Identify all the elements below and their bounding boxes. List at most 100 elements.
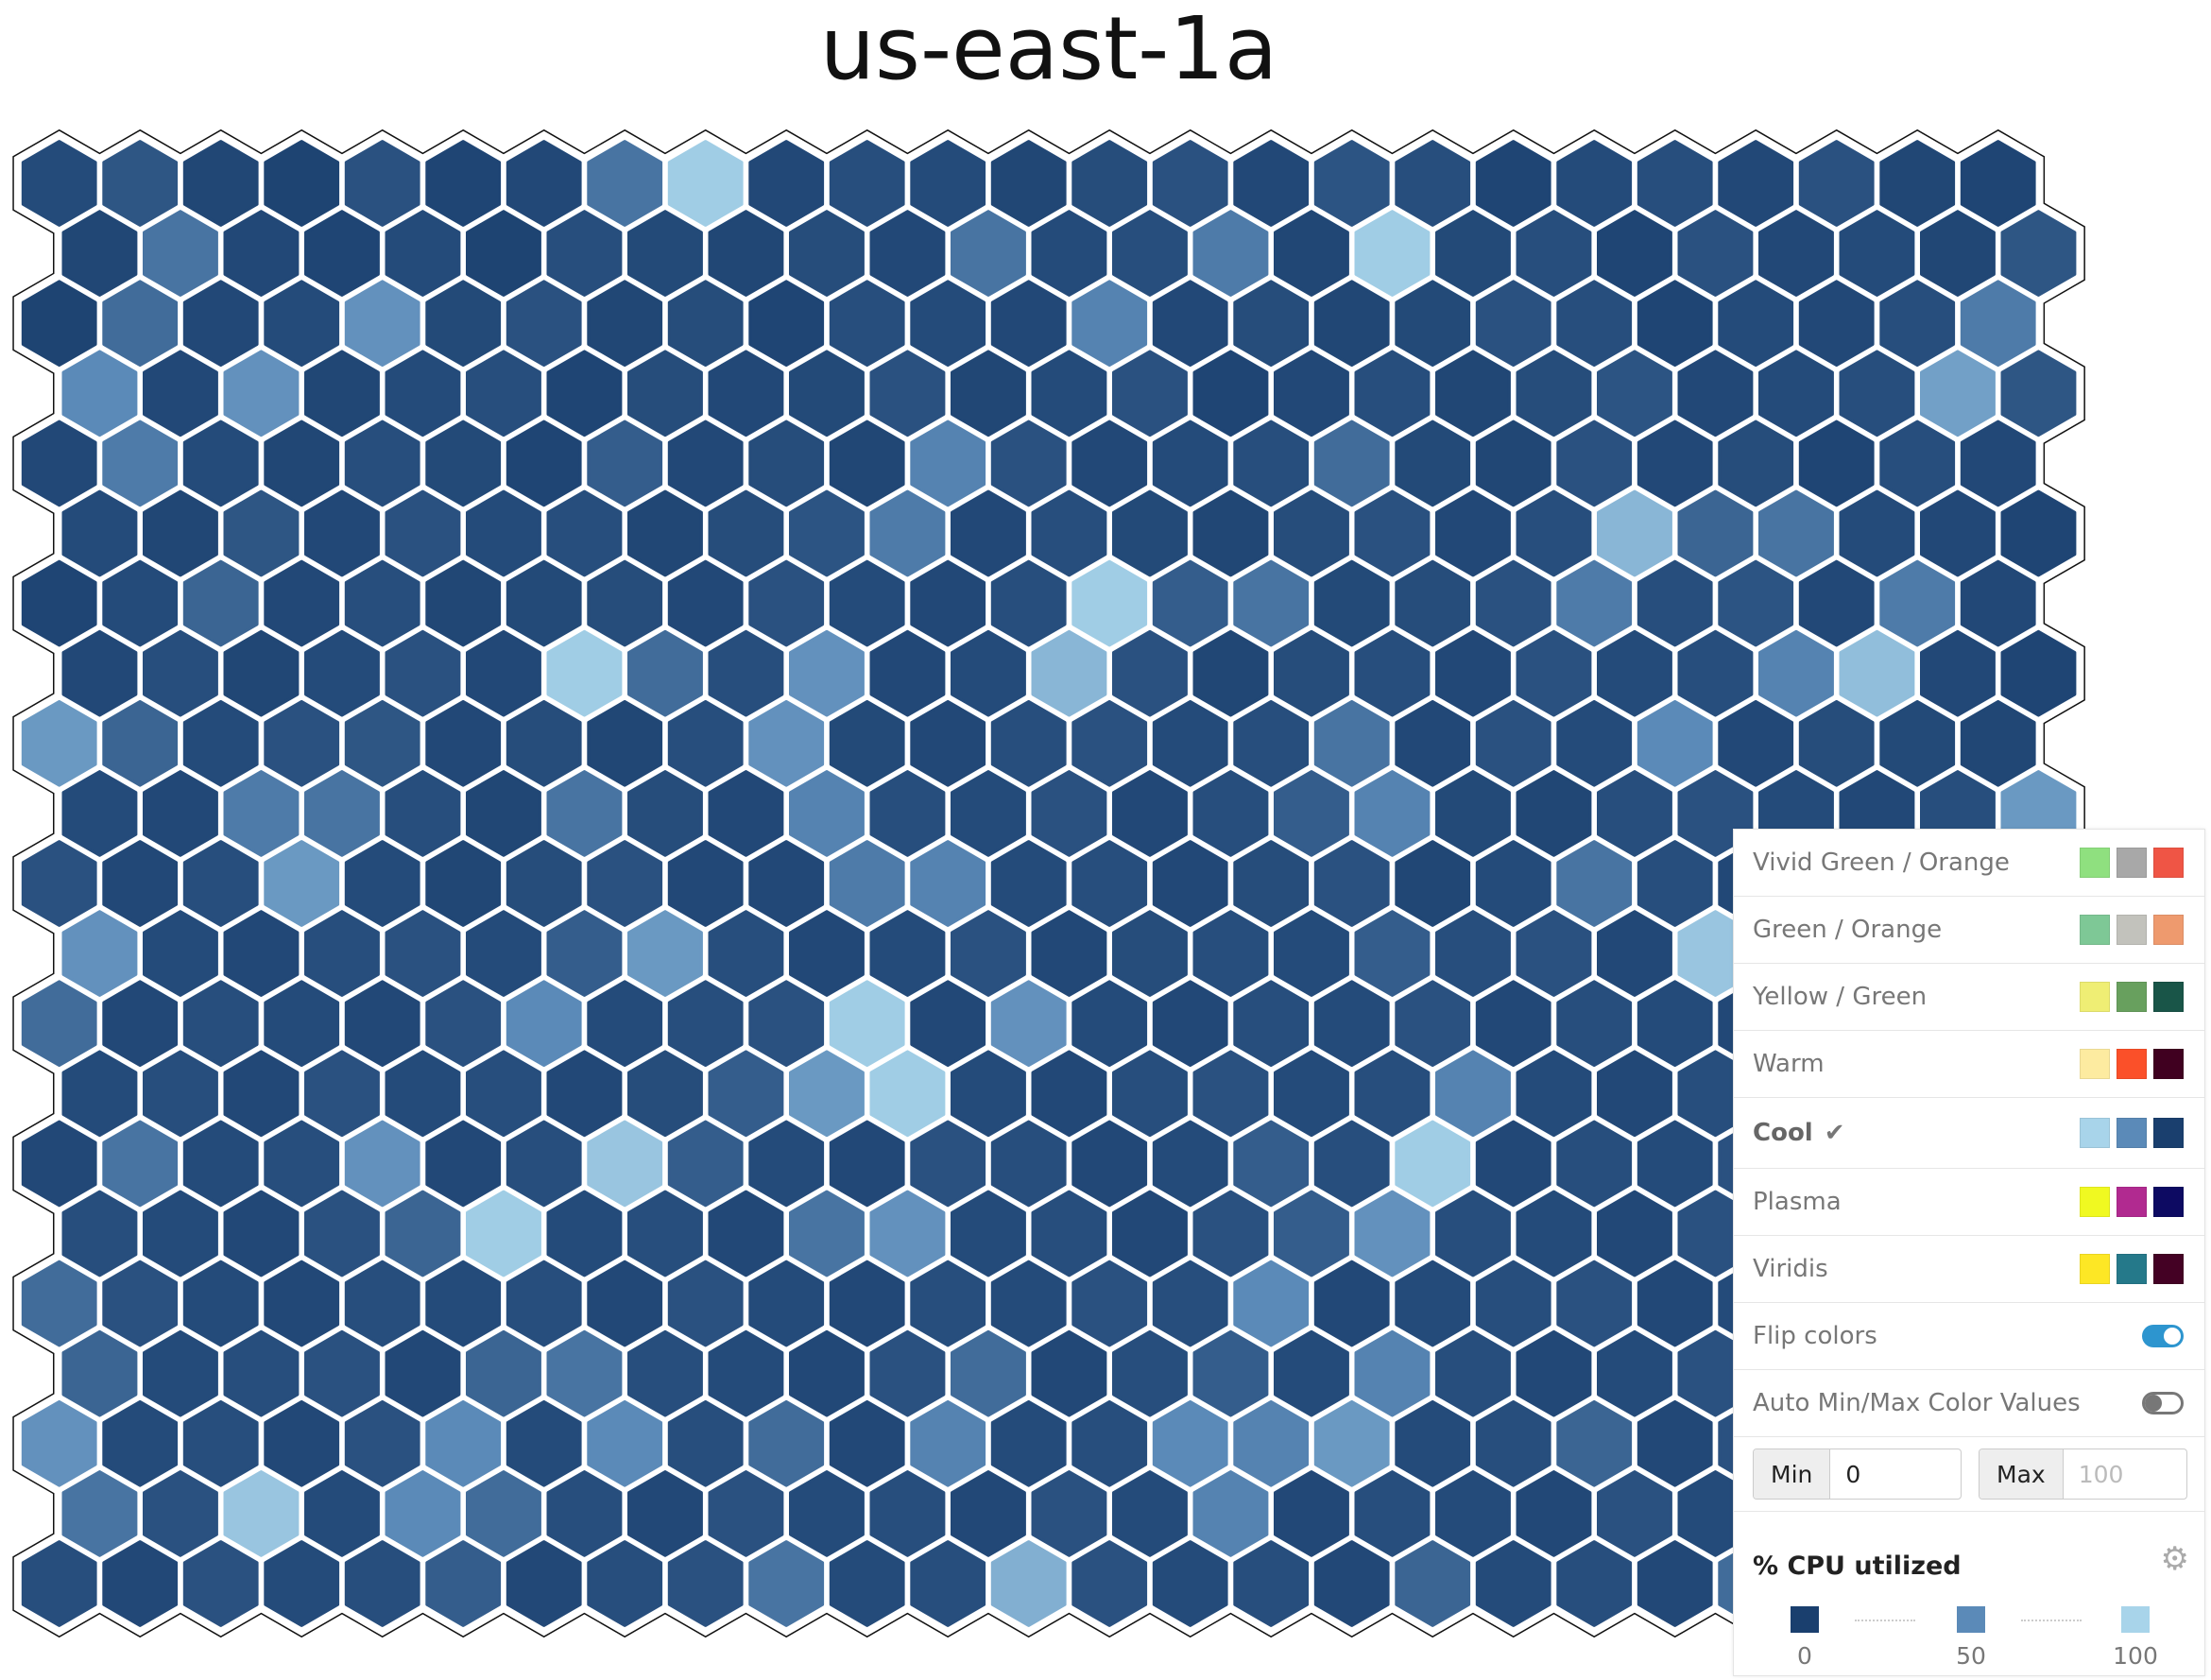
hex-cell[interactable]	[748, 1399, 825, 1487]
hex-cell[interactable]	[1395, 980, 1471, 1068]
hex-cell[interactable]	[1435, 1050, 1511, 1138]
hex-cell[interactable]	[1395, 1399, 1471, 1487]
hex-cell[interactable]	[627, 489, 703, 577]
hex-cell[interactable]	[344, 1120, 420, 1208]
hex-cell[interactable]	[667, 699, 744, 787]
hex-cell[interactable]	[1556, 840, 1633, 927]
hex-cell[interactable]	[1516, 910, 1592, 997]
hex-cell[interactable]	[869, 1470, 946, 1557]
hex-cell[interactable]	[1597, 350, 1672, 437]
hex-cell[interactable]	[1313, 840, 1390, 927]
hex-cell[interactable]	[1233, 980, 1310, 1068]
hex-cell[interactable]	[1637, 980, 1713, 1068]
hex-cell[interactable]	[506, 840, 582, 927]
hex-cell[interactable]	[1192, 1190, 1269, 1277]
hex-cell[interactable]	[344, 840, 420, 927]
hex-cell[interactable]	[1395, 1120, 1471, 1208]
hex-cell[interactable]	[708, 350, 784, 437]
hex-cell[interactable]	[708, 910, 784, 997]
hex-cell[interactable]	[829, 559, 905, 647]
hex-cell[interactable]	[1637, 1120, 1713, 1208]
hex-cell[interactable]	[748, 559, 825, 647]
hex-cell[interactable]	[102, 980, 179, 1068]
hex-cell[interactable]	[466, 629, 541, 717]
auto-minmax-row[interactable]: Auto Min/Max Color Values	[1734, 1370, 2204, 1437]
hex-cell[interactable]	[951, 910, 1026, 997]
hex-cell[interactable]	[1516, 210, 1592, 297]
hex-cell[interactable]	[506, 1540, 582, 1627]
hex-cell[interactable]	[1152, 1260, 1228, 1347]
hex-cell[interactable]	[1274, 629, 1349, 717]
hex-cell[interactable]	[506, 699, 582, 787]
hex-cell[interactable]	[1192, 1329, 1269, 1417]
hex-cell[interactable]	[1435, 489, 1511, 577]
hex-cell[interactable]	[789, 1470, 865, 1557]
hex-cell[interactable]	[1274, 1050, 1349, 1138]
hex-cell[interactable]	[748, 980, 825, 1068]
hex-cell[interactable]	[1718, 699, 1794, 787]
hex-cell[interactable]	[385, 1329, 461, 1417]
hex-cell[interactable]	[990, 1260, 1067, 1347]
hex-cell[interactable]	[789, 1190, 865, 1277]
hex-cell[interactable]	[466, 1329, 541, 1417]
hex-cell[interactable]	[1395, 140, 1471, 227]
hex-cell[interactable]	[910, 1540, 986, 1627]
hex-cell[interactable]	[385, 910, 461, 997]
hex-cell[interactable]	[344, 1540, 420, 1627]
hex-cell[interactable]	[21, 420, 97, 507]
hex-cell[interactable]	[182, 1399, 259, 1487]
hex-cell[interactable]	[344, 140, 420, 227]
hex-cell[interactable]	[385, 350, 461, 437]
hex-cell[interactable]	[1435, 770, 1511, 857]
hex-cell[interactable]	[1435, 629, 1511, 717]
hex-cell[interactable]	[587, 1540, 663, 1627]
hex-cell[interactable]	[708, 1470, 784, 1557]
hex-cell[interactable]	[264, 840, 340, 927]
hex-cell[interactable]	[789, 1050, 865, 1138]
hex-cell[interactable]	[951, 210, 1026, 297]
hex-cell[interactable]	[951, 350, 1026, 437]
hex-cell[interactable]	[102, 1540, 179, 1627]
hex-cell[interactable]	[587, 140, 663, 227]
hex-cell[interactable]	[1112, 629, 1188, 717]
hex-cell[interactable]	[869, 210, 946, 297]
hex-cell[interactable]	[1597, 489, 1672, 577]
hex-cell[interactable]	[546, 1050, 623, 1138]
hex-cell[interactable]	[1031, 1190, 1107, 1277]
hex-cell[interactable]	[304, 1329, 380, 1417]
hex-cell[interactable]	[223, 910, 300, 997]
hex-cell[interactable]	[546, 489, 623, 577]
hex-cell[interactable]	[182, 559, 259, 647]
hex-cell[interactable]	[506, 1260, 582, 1347]
hex-cell[interactable]	[344, 1260, 420, 1347]
hex-cell[interactable]	[708, 210, 784, 297]
hex-cell[interactable]	[1395, 699, 1471, 787]
hex-cell[interactable]	[102, 699, 179, 787]
hex-cell[interactable]	[1556, 699, 1633, 787]
hex-cell[interactable]	[910, 1399, 986, 1487]
hex-cell[interactable]	[829, 280, 905, 368]
hex-cell[interactable]	[951, 1329, 1026, 1417]
hex-cell[interactable]	[1435, 1470, 1511, 1557]
hex-cell[interactable]	[506, 1120, 582, 1208]
hex-cell[interactable]	[1556, 1399, 1633, 1487]
hex-cell[interactable]	[1395, 840, 1471, 927]
hex-cell[interactable]	[1960, 280, 2036, 368]
hex-cell[interactable]	[1313, 1120, 1390, 1208]
scheme-item[interactable]: Viridis	[1734, 1236, 2204, 1303]
hex-cell[interactable]	[21, 280, 97, 368]
hex-cell[interactable]	[1718, 559, 1794, 647]
hex-cell[interactable]	[1313, 699, 1390, 787]
hex-cell[interactable]	[1637, 1540, 1713, 1627]
hex-cell[interactable]	[1718, 420, 1794, 507]
hex-cell[interactable]	[1354, 1050, 1431, 1138]
hex-cell[interactable]	[182, 1260, 259, 1347]
hex-cell[interactable]	[627, 1470, 703, 1557]
hex-cell[interactable]	[1556, 1260, 1633, 1347]
hex-cell[interactable]	[869, 1190, 946, 1277]
hex-cell[interactable]	[1435, 1329, 1511, 1417]
hex-cell[interactable]	[223, 1470, 300, 1557]
hex-cell[interactable]	[223, 350, 300, 437]
hex-cell[interactable]	[1152, 980, 1228, 1068]
hex-cell[interactable]	[344, 980, 420, 1068]
